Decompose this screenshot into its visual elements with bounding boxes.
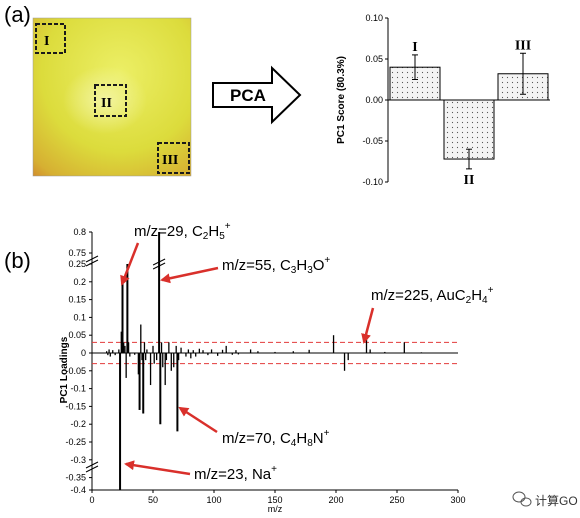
region-label-2: II <box>101 96 112 111</box>
pca-arrow: PCA <box>212 65 302 125</box>
region-label-1: I <box>44 34 49 49</box>
chart-a-ylabel: PC1 Score (80.3%) <box>336 56 347 144</box>
annotation-mz29: m/z=29, C2H5+ <box>134 221 231 242</box>
region-box-1 <box>35 23 66 54</box>
chart-b-ytick-label: -0.05 <box>65 366 86 376</box>
chart-b-xlabel: m/z <box>268 504 283 514</box>
chart-a-tick-label: 0.00 <box>365 95 383 105</box>
chart-b-xtick-label: 100 <box>206 495 221 505</box>
watermark: 计算GO <box>512 491 578 508</box>
annotation-mz55: m/z=55, C3H3O+ <box>222 255 330 276</box>
chart-a-tick-label: -0.10 <box>362 177 383 187</box>
pca-arrow-label: PCA <box>230 86 266 105</box>
chart-b-ytick-label: -0.35 <box>65 473 86 483</box>
region-box-2 <box>94 84 127 117</box>
chart-b-ytick-label: -0.2 <box>70 419 86 429</box>
annotation-arrow-mz23 <box>124 460 191 476</box>
pc1-loadings-chart: PC1 Loadings m/z 0.8 0.750.25 0.2 0.15 0.1 0.… <box>59 227 466 514</box>
chart-b-ytick-label: 0.15 <box>68 295 86 305</box>
wechat-icon <box>512 491 532 507</box>
chart-b-ytick-label: -0.4 <box>70 485 86 495</box>
chart-b-ytick-label: -0.1 <box>70 384 86 394</box>
region-box-3 <box>157 142 190 174</box>
pc1-score-chart: PC1 Score (80.3%) 0.10 0.05 0.00 -0.05 -0.10… <box>336 13 550 188</box>
chart-b-axis-break <box>85 259 99 267</box>
chart-b-ytick-label: 0.8 <box>73 227 86 237</box>
chart-b-ytick-label: 0.25 <box>68 259 86 269</box>
chart-b-ytick-label: -0.25 <box>65 437 86 447</box>
watermark-text: 计算GO <box>535 493 578 508</box>
chart-b-axis-break <box>85 255 99 263</box>
chart-a-bar-label: II <box>464 173 475 188</box>
panel-a-label: (a) <box>4 2 31 27</box>
chart-b-ytick-label: 0.2 <box>73 277 86 287</box>
chart-b-xtick-label: 300 <box>450 495 465 505</box>
annotation-mz225: m/z=225, AuC2H4+ <box>371 285 494 306</box>
annotation-arrow-mz225 <box>361 307 375 344</box>
chart-b-ytick-label: -0.3 <box>70 455 86 465</box>
annotation-mz70: m/z=70, C4H8N+ <box>222 428 330 449</box>
annotation-mz23: m/z=23, Na+ <box>194 464 277 483</box>
sample-image: I II III <box>32 17 192 177</box>
chart-b-ytick-label: -0.15 <box>65 401 86 411</box>
region-label-3: III <box>162 153 178 168</box>
annotation-arrow-mz29 <box>120 242 140 286</box>
chart-a-tick-label: 0.05 <box>365 54 383 64</box>
panel-b-label: (b) <box>4 248 31 273</box>
chart-b-ylabel: PC1 Loadings <box>59 336 70 403</box>
chart-b-axis-break <box>85 461 99 469</box>
chart-b-xtick-label: 50 <box>148 495 158 505</box>
chart-b-ytick-label: 0 <box>81 348 86 358</box>
chart-b-xtick-label: 0 <box>89 495 94 505</box>
peak-annotations: m/z=29, C2H5+ m/z=55, C3H3O+ m/z=225, Au… <box>120 221 494 483</box>
chart-b-ytick-label: 0.05 <box>68 330 86 340</box>
chart-b-xtick-label: 150 <box>267 495 282 505</box>
chart-b-xtick-label: 200 <box>328 495 343 505</box>
chart-b-xtick-label: 250 <box>389 495 404 505</box>
chart-b-axis-break <box>85 465 99 473</box>
chart-a-bar-label: III <box>515 38 531 53</box>
chart-b-ytick-label: 0.1 <box>73 312 86 322</box>
chart-a-tick-label: -0.05 <box>362 136 383 146</box>
chart-b-ytick-label: 0.75 <box>68 248 86 258</box>
chart-a-tick-label: 0.10 <box>365 13 383 23</box>
chart-a-bar-label: I <box>412 40 417 55</box>
annotation-arrow-mz55 <box>160 266 219 284</box>
annotation-arrow-mz70 <box>178 406 218 434</box>
